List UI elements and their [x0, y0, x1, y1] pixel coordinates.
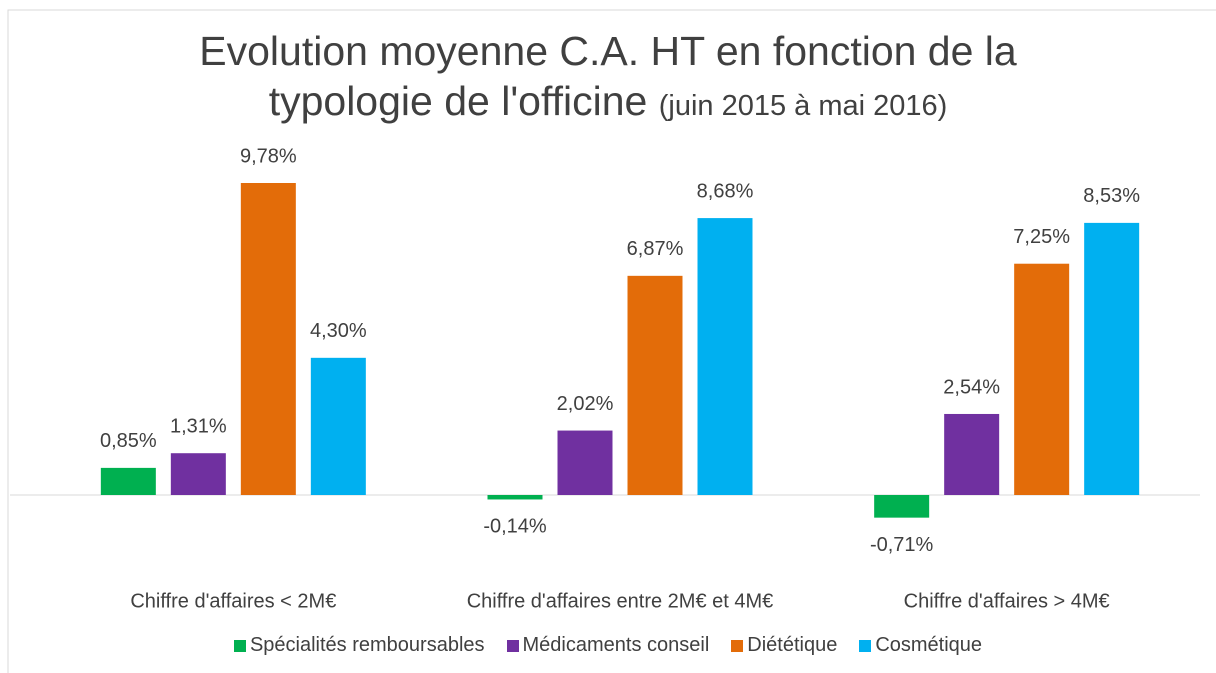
legend-item: Diététique: [731, 634, 837, 657]
chart-title: Evolution moyenne C.A. HT en fonction de…: [199, 28, 1017, 124]
legend-label: Cosmétique: [875, 634, 983, 656]
legend: Spécialités remboursables Médicaments con…: [0, 634, 1216, 657]
x-tick-label: Chiffre d'affaires > 4M€: [904, 590, 1110, 612]
bar: [697, 218, 753, 495]
bar: [627, 275, 683, 495]
data-label: 9,78%: [240, 145, 297, 167]
bar: [944, 413, 1000, 495]
data-label: 0,85%: [100, 430, 157, 452]
legend-item: Cosmétique: [859, 634, 982, 657]
data-label: 4,30%: [310, 320, 367, 342]
bar: [240, 183, 296, 495]
legend-swatch: [859, 639, 872, 652]
data-label: 1,31%: [170, 415, 227, 437]
bar: [487, 495, 543, 500]
legend-label: Spécialités remboursables: [249, 634, 485, 656]
chart-title-block: Evolution moyenne C.A. HT en fonction de…: [128, 26, 1088, 131]
data-label: 6,87%: [627, 238, 684, 260]
x-tick-label: Chiffre d'affaires < 2M€: [130, 590, 336, 612]
legend-swatch: [506, 639, 519, 652]
bar: [1084, 222, 1140, 495]
legend-swatch: [233, 639, 246, 652]
x-tick-label: Chiffre d'affaires entre 2M€ et 4M€: [467, 590, 774, 612]
data-label: -0,71%: [870, 534, 934, 556]
bar: [874, 495, 930, 518]
data-label: 2,02%: [557, 393, 614, 415]
chart-subtitle: (juin 2015 à mai 2016): [658, 90, 948, 122]
legend-item: Spécialités remboursables: [233, 634, 485, 657]
legend-label: Diététique: [747, 634, 838, 656]
data-label: -0,14%: [483, 516, 547, 538]
bar: [1014, 263, 1070, 495]
data-label: 2,54%: [943, 376, 1000, 398]
bar: [170, 453, 226, 495]
legend-item: Médicaments conseil: [506, 634, 710, 657]
bar: [557, 430, 613, 495]
data-label: 8,68%: [697, 180, 754, 202]
chart-border: [7, 9, 1216, 673]
bar: [310, 357, 366, 495]
legend-swatch: [731, 639, 744, 652]
bar: [100, 467, 156, 495]
data-label: 8,53%: [1083, 185, 1140, 207]
legend-label: Médicaments conseil: [522, 634, 710, 656]
data-label: 7,25%: [1013, 226, 1070, 248]
